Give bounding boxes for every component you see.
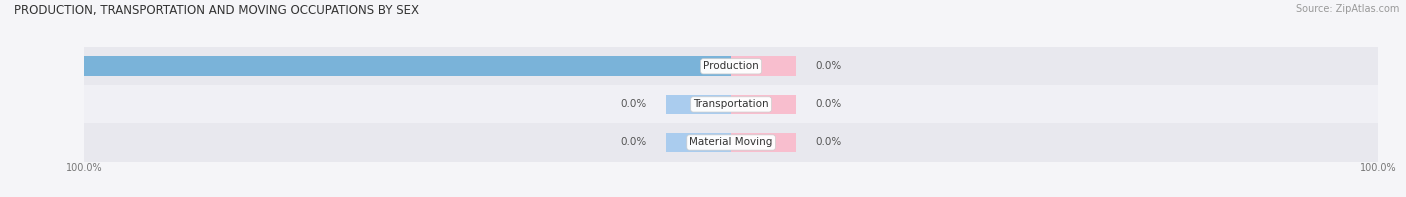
Text: PRODUCTION, TRANSPORTATION AND MOVING OCCUPATIONS BY SEX: PRODUCTION, TRANSPORTATION AND MOVING OC… xyxy=(14,4,419,17)
Bar xyxy=(731,95,796,114)
Text: Material Moving: Material Moving xyxy=(689,138,773,148)
Bar xyxy=(84,85,1378,124)
Text: 0.0%: 0.0% xyxy=(621,138,647,148)
Bar xyxy=(0,56,731,76)
Text: 0.0%: 0.0% xyxy=(621,99,647,109)
Text: 0.0%: 0.0% xyxy=(815,61,841,71)
Text: 0.0%: 0.0% xyxy=(815,138,841,148)
Bar xyxy=(666,133,731,152)
Bar xyxy=(666,95,731,114)
Text: Source: ZipAtlas.com: Source: ZipAtlas.com xyxy=(1295,4,1399,14)
Bar xyxy=(731,133,796,152)
Text: Transportation: Transportation xyxy=(693,99,769,109)
Bar xyxy=(731,56,796,76)
Bar xyxy=(84,124,1378,162)
Bar xyxy=(84,47,1378,85)
Text: 0.0%: 0.0% xyxy=(815,99,841,109)
Text: Production: Production xyxy=(703,61,759,71)
